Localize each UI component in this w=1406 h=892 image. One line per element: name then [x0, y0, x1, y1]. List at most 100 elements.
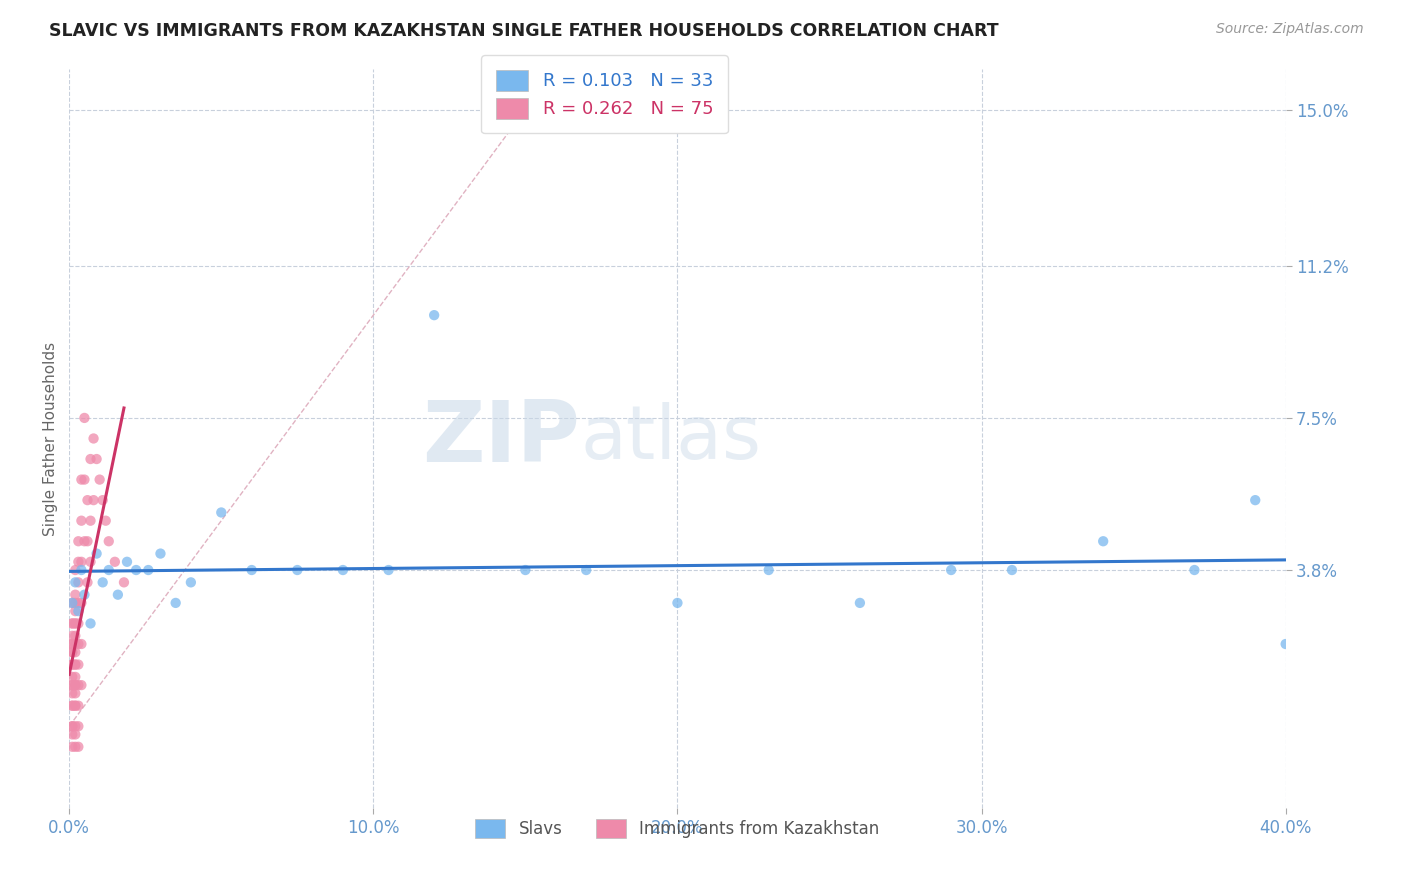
- Point: [65, 575, 87, 590]
- Point: [149, 547, 172, 561]
- Point: [60, 596, 83, 610]
- Point: [67, 637, 90, 651]
- Point: [65, 563, 87, 577]
- Point: [60, 678, 83, 692]
- Point: [79, 452, 101, 467]
- Point: [65, 739, 87, 754]
- Point: [60, 678, 83, 692]
- Point: [666, 596, 689, 610]
- Point: [73, 411, 96, 425]
- Point: [97, 534, 120, 549]
- Point: [73, 588, 96, 602]
- Point: [83, 493, 105, 508]
- Point: [65, 719, 87, 733]
- Point: [60, 616, 83, 631]
- Point: [70, 514, 93, 528]
- Point: [67, 616, 90, 631]
- Point: [91, 575, 114, 590]
- Point: [65, 686, 87, 700]
- Point: [67, 698, 90, 713]
- Point: [65, 588, 87, 602]
- Point: [209, 506, 232, 520]
- Point: [180, 575, 202, 590]
- Point: [1184, 563, 1206, 577]
- Point: [60, 657, 83, 672]
- Point: [377, 563, 399, 577]
- Point: [125, 563, 148, 577]
- Point: [86, 547, 108, 561]
- Point: [60, 686, 83, 700]
- Point: [104, 555, 127, 569]
- Point: [73, 473, 96, 487]
- Point: [60, 698, 83, 713]
- Point: [65, 678, 87, 692]
- Point: [65, 678, 87, 692]
- Point: [76, 493, 98, 508]
- Point: [60, 698, 83, 713]
- Point: [107, 588, 129, 602]
- Point: [79, 616, 101, 631]
- Point: [70, 678, 93, 692]
- Point: [70, 563, 93, 577]
- Point: [60, 719, 83, 733]
- Point: [65, 629, 87, 643]
- Point: [65, 596, 87, 610]
- Point: [60, 670, 83, 684]
- Point: [65, 616, 87, 631]
- Point: [423, 308, 446, 322]
- Point: [73, 534, 96, 549]
- Point: [65, 604, 87, 618]
- Point: [70, 637, 93, 651]
- Point: [67, 678, 90, 692]
- Point: [515, 563, 537, 577]
- Point: [65, 657, 87, 672]
- Point: [76, 534, 98, 549]
- Point: [332, 563, 354, 577]
- Point: [76, 575, 98, 590]
- Point: [86, 452, 108, 467]
- Point: [575, 563, 598, 577]
- Point: [60, 727, 83, 741]
- Text: Source: ZipAtlas.com: Source: ZipAtlas.com: [1216, 22, 1364, 37]
- Point: [65, 670, 87, 684]
- Point: [1001, 563, 1024, 577]
- Point: [79, 514, 101, 528]
- Point: [60, 637, 83, 651]
- Point: [136, 563, 159, 577]
- Point: [165, 596, 187, 610]
- Point: [67, 534, 90, 549]
- Point: [79, 555, 101, 569]
- Point: [112, 575, 135, 590]
- Point: [60, 645, 83, 659]
- Point: [758, 563, 780, 577]
- Y-axis label: Single Father Households: Single Father Households: [44, 342, 58, 535]
- Point: [67, 575, 90, 590]
- Point: [65, 616, 87, 631]
- Point: [60, 645, 83, 659]
- Point: [67, 739, 90, 754]
- Point: [1092, 534, 1115, 549]
- Point: [65, 657, 87, 672]
- Point: [60, 719, 83, 733]
- Point: [60, 739, 83, 754]
- Point: [67, 604, 90, 618]
- Point: [60, 629, 83, 643]
- Point: [67, 596, 90, 610]
- Text: atlas: atlas: [581, 402, 761, 475]
- Text: SLAVIC VS IMMIGRANTS FROM KAZAKHSTAN SINGLE FATHER HOUSEHOLDS CORRELATION CHART: SLAVIC VS IMMIGRANTS FROM KAZAKHSTAN SIN…: [49, 22, 998, 40]
- Point: [60, 616, 83, 631]
- Point: [65, 727, 87, 741]
- Point: [1244, 493, 1267, 508]
- Point: [65, 698, 87, 713]
- Point: [240, 563, 263, 577]
- Point: [60, 637, 83, 651]
- Point: [115, 555, 138, 569]
- Point: [70, 596, 93, 610]
- Point: [91, 493, 114, 508]
- Point: [60, 596, 83, 610]
- Point: [67, 555, 90, 569]
- Point: [65, 645, 87, 659]
- Legend: Slavs, Immigrants from Kazakhstan: Slavs, Immigrants from Kazakhstan: [468, 812, 886, 845]
- Point: [89, 473, 111, 487]
- Point: [67, 657, 90, 672]
